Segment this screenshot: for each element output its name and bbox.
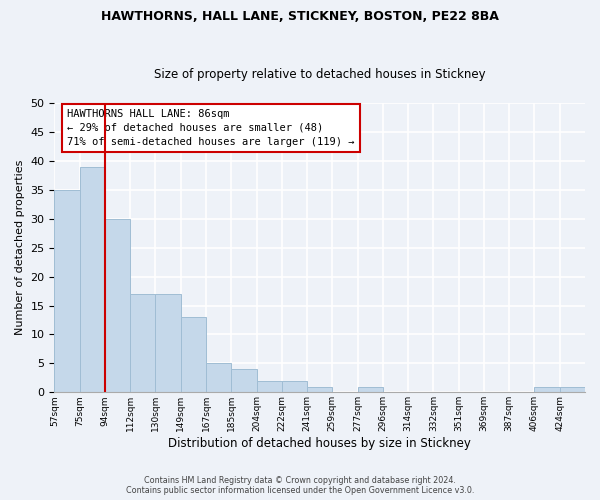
Bar — [181, 317, 206, 392]
Text: HAWTHORNS, HALL LANE, STICKNEY, BOSTON, PE22 8BA: HAWTHORNS, HALL LANE, STICKNEY, BOSTON, … — [101, 10, 499, 23]
X-axis label: Distribution of detached houses by size in Stickney: Distribution of detached houses by size … — [168, 437, 471, 450]
Bar — [130, 294, 155, 392]
Text: Contains HM Land Registry data © Crown copyright and database right 2024.
Contai: Contains HM Land Registry data © Crown c… — [126, 476, 474, 495]
Bar — [231, 369, 257, 392]
Bar — [358, 386, 383, 392]
Text: HAWTHORNS HALL LANE: 86sqm
← 29% of detached houses are smaller (48)
71% of semi: HAWTHORNS HALL LANE: 86sqm ← 29% of deta… — [67, 109, 355, 147]
Bar — [257, 380, 282, 392]
Bar — [105, 218, 130, 392]
Bar — [282, 380, 307, 392]
Bar — [535, 386, 560, 392]
Bar — [55, 190, 80, 392]
Bar — [155, 294, 181, 392]
Bar — [206, 364, 231, 392]
Y-axis label: Number of detached properties: Number of detached properties — [15, 160, 25, 336]
Bar — [560, 386, 585, 392]
Bar — [307, 386, 332, 392]
Title: Size of property relative to detached houses in Stickney: Size of property relative to detached ho… — [154, 68, 485, 81]
Bar — [80, 166, 105, 392]
